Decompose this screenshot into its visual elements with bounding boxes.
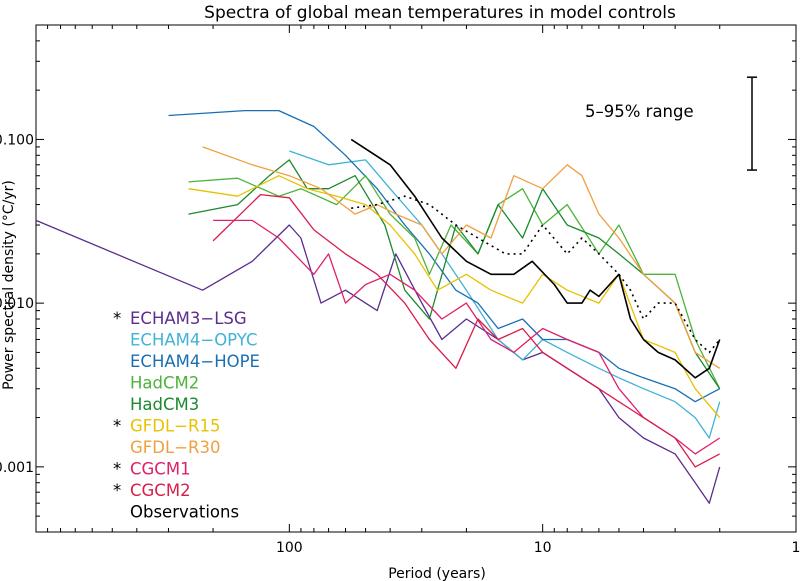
chart-title: Spectra of global mean temperatures in m… bbox=[204, 3, 676, 23]
series-line bbox=[188, 159, 721, 390]
series-line bbox=[168, 109, 721, 403]
legend-marker: * bbox=[113, 417, 121, 436]
series-line bbox=[289, 150, 721, 439]
legend: * ECHAM3−LSG ECHAM4−OPYC ECHAM4−HOPE HadCM2 H… bbox=[113, 309, 260, 522]
y-tick-label: 0.010 bbox=[0, 296, 34, 312]
range-annotation: 5–95% range bbox=[585, 76, 757, 171]
series-line bbox=[213, 219, 721, 455]
legend-marker: * bbox=[113, 309, 121, 328]
x-tick-label: 100 bbox=[276, 540, 303, 556]
y-tick-label: 0.100 bbox=[0, 132, 34, 148]
range-label: 5–95% range bbox=[585, 102, 694, 121]
legend-marker: * bbox=[113, 481, 121, 500]
legend-entry: CGCM2 bbox=[130, 481, 191, 500]
series-line bbox=[350, 138, 721, 379]
plot-frame bbox=[35, 24, 797, 533]
y-tick-label: 0.001 bbox=[0, 460, 34, 476]
legend-entry: GFDL−R30 bbox=[130, 438, 220, 457]
legend-entry: CGCM1 bbox=[130, 460, 191, 479]
x-tick-label: 1 bbox=[792, 540, 800, 556]
series-line bbox=[202, 146, 721, 369]
legend-marker: * bbox=[113, 460, 121, 479]
legend-entry: GFDL−R15 bbox=[130, 417, 220, 436]
series-line bbox=[188, 175, 721, 419]
x-tick-label: 10 bbox=[534, 540, 552, 556]
series-line bbox=[35, 219, 721, 504]
series-line bbox=[188, 175, 721, 389]
legend-entry: HadCM3 bbox=[130, 395, 199, 414]
legend-entry: ECHAM3−LSG bbox=[130, 309, 247, 328]
tick-layer: 100 10 1 0.100 0.010 0.001 bbox=[0, 25, 800, 556]
series-line bbox=[212, 193, 721, 468]
x-axis-label: Period (years) bbox=[388, 566, 486, 581]
plot-area: 100 10 1 0.100 0.010 0.001 bbox=[0, 24, 800, 556]
legend-entry: HadCM2 bbox=[130, 374, 199, 393]
series-layer bbox=[35, 109, 721, 504]
y-axis-label: Power spectral density (°C/yr) bbox=[1, 180, 17, 390]
legend-entry: ECHAM4−HOPE bbox=[130, 352, 260, 371]
legend-entry: ECHAM4−OPYC bbox=[130, 331, 257, 350]
legend-entry: Observations bbox=[130, 503, 239, 522]
